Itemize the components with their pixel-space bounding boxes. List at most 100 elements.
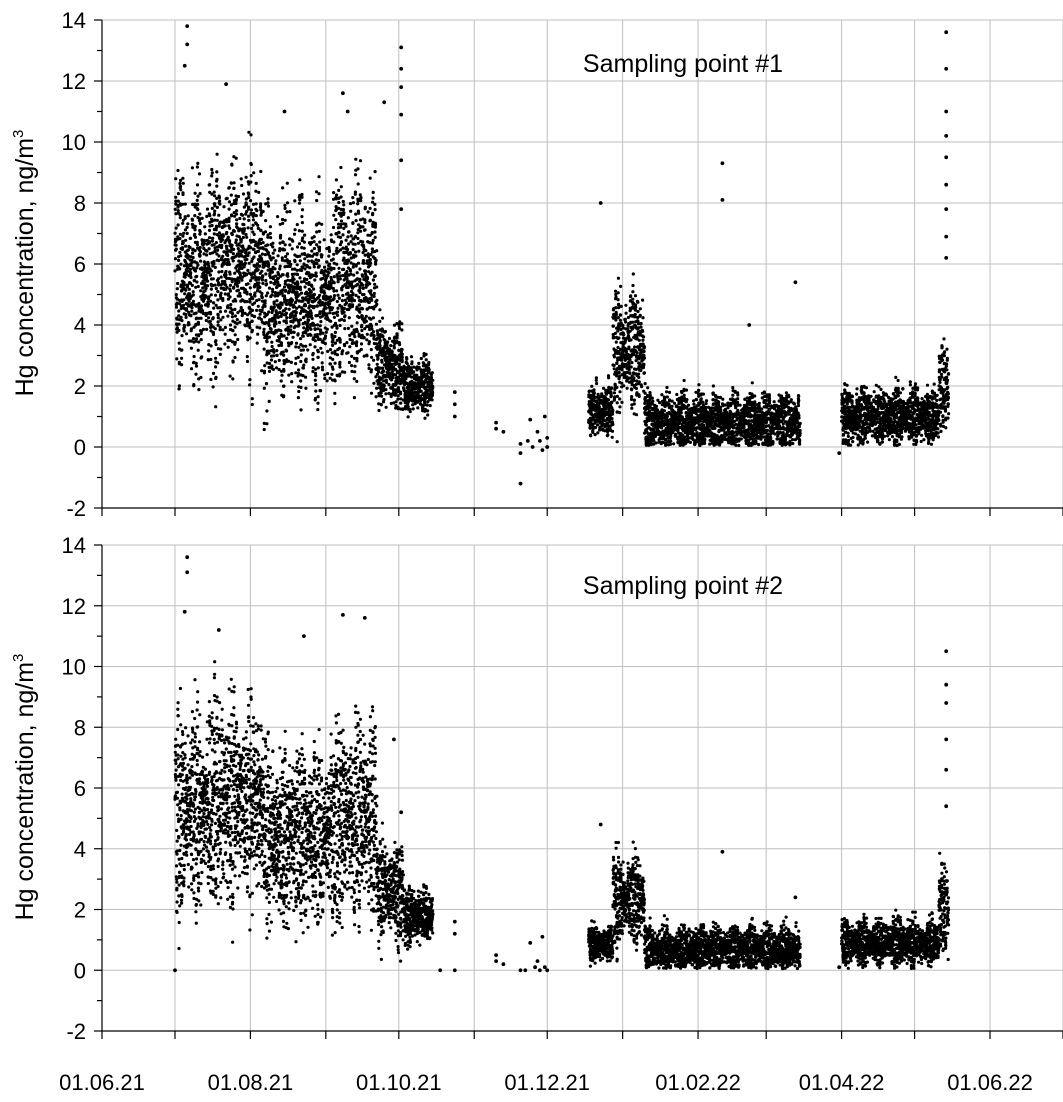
data-point: [297, 201, 302, 205]
data-point: [361, 286, 365, 290]
data-point: [267, 310, 271, 314]
data-point: [179, 178, 183, 182]
data-point: [306, 300, 310, 305]
data-point: [674, 432, 678, 436]
data-point: [624, 320, 628, 324]
data-point: [613, 331, 618, 335]
data-point: [193, 232, 197, 236]
data-point: [221, 315, 225, 319]
data-point: [178, 267, 182, 271]
data-point: [311, 357, 315, 361]
data-point: [410, 360, 414, 364]
data-point: [318, 293, 322, 297]
data-point: [650, 396, 654, 400]
data-point: [266, 201, 270, 205]
data-point: [256, 304, 260, 308]
data-point: [265, 340, 269, 344]
data-point: [177, 258, 181, 262]
data-point: [210, 206, 214, 210]
data-point: [429, 375, 433, 379]
data-point: [704, 402, 708, 406]
data-point: [332, 266, 336, 271]
data-point: [316, 350, 320, 354]
data-point: [292, 305, 296, 309]
data-point: [395, 333, 399, 337]
data-point: [672, 442, 676, 446]
data-point: [245, 257, 249, 261]
data-point: [699, 397, 703, 401]
data-point: [285, 201, 290, 205]
data-point: [213, 218, 217, 222]
data-point: [249, 162, 253, 167]
data-point: [232, 285, 236, 289]
data-point: [235, 284, 240, 288]
data-point: [182, 303, 186, 307]
data-point: [425, 403, 429, 407]
data-point: [199, 259, 203, 263]
data-point: [227, 200, 232, 204]
data-point: [215, 196, 219, 200]
data-point: [290, 298, 295, 302]
data-point: [186, 248, 190, 252]
data-point: [181, 218, 185, 222]
data-point: [255, 325, 259, 329]
data-point: [299, 337, 303, 341]
data-point: [260, 257, 264, 261]
data-point: [292, 330, 296, 334]
data-point: [343, 327, 347, 331]
data-point: [307, 271, 311, 275]
data-point: [247, 261, 251, 265]
data-point: [206, 302, 210, 306]
data-point: [234, 238, 238, 242]
data-point: [346, 247, 350, 252]
data-point: [352, 377, 356, 381]
data-point: [312, 292, 317, 297]
data-point: [174, 247, 178, 251]
data-point: [310, 249, 314, 253]
data-point: [256, 226, 260, 230]
data-point: [592, 388, 596, 392]
data-point: [288, 259, 292, 264]
data-point: [297, 293, 301, 297]
data-point: [215, 252, 219, 256]
data-point: [281, 273, 285, 277]
data-point: [597, 405, 601, 409]
data-point: [252, 232, 256, 236]
data-point: [259, 317, 263, 321]
data-point: [332, 296, 336, 301]
data-point: [278, 236, 283, 240]
data-point: [697, 383, 701, 387]
data-point: [199, 289, 203, 293]
data-point: [312, 235, 316, 239]
data-point: [289, 331, 293, 335]
data-point: [359, 229, 363, 233]
data-point: [233, 340, 237, 344]
data-point: [288, 243, 292, 247]
data-point: [347, 316, 351, 320]
data-point: [263, 299, 267, 303]
data-point: [207, 349, 211, 353]
data-point: [298, 318, 302, 322]
data-point: [312, 240, 316, 244]
data-point: [400, 358, 404, 362]
data-point: [213, 327, 217, 331]
data-point: [193, 249, 197, 253]
data-point: [300, 208, 305, 212]
data-point: [298, 178, 302, 182]
data-point: [241, 235, 245, 239]
data-point: [333, 361, 337, 365]
data-point: [279, 314, 283, 318]
data-point: [632, 376, 636, 380]
data-point: [278, 247, 282, 251]
data-point: [226, 235, 230, 239]
data-point: [619, 304, 623, 308]
data-point: [214, 339, 218, 343]
data-point: [195, 316, 199, 320]
data-point: [216, 298, 220, 302]
data-point: [624, 303, 628, 307]
data-point: [325, 260, 329, 264]
data-point: [662, 409, 666, 413]
data-point: [200, 355, 204, 359]
data-point: [175, 297, 179, 301]
